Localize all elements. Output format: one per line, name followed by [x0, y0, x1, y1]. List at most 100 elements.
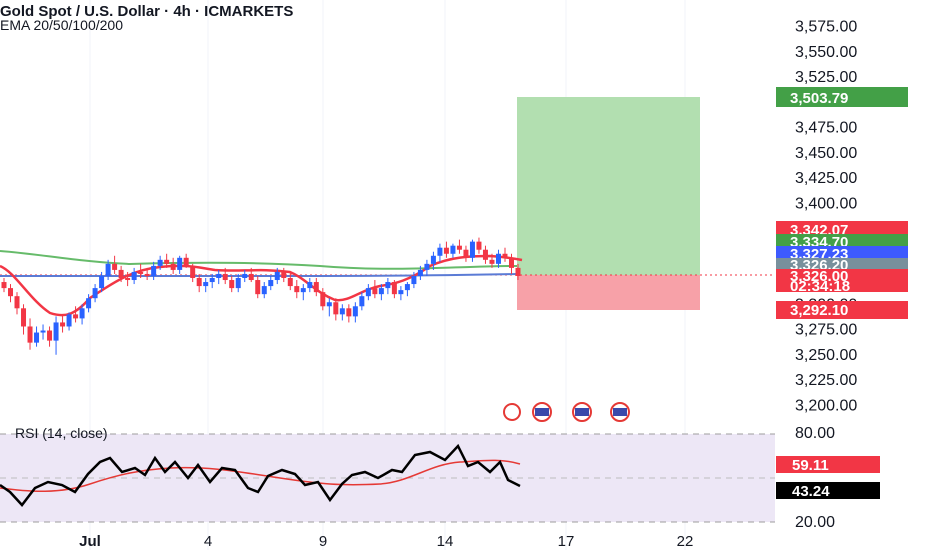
- time-tick: 9: [319, 533, 327, 550]
- candle-body[interactable]: [164, 259, 170, 264]
- price-tick: 3,425.00: [795, 170, 857, 187]
- candle-body[interactable]: [385, 282, 391, 289]
- event-flag-icon[interactable]: [503, 403, 521, 421]
- candle-body[interactable]: [450, 245, 456, 254]
- candle-body[interactable]: [372, 288, 378, 295]
- candle-body[interactable]: [313, 282, 319, 293]
- candle-body[interactable]: [326, 302, 332, 307]
- candle-body[interactable]: [359, 296, 365, 307]
- candle-body[interactable]: [105, 263, 111, 276]
- candle-body[interactable]: [66, 314, 72, 327]
- candle-body[interactable]: [261, 286, 267, 295]
- candle-body[interactable]: [60, 322, 66, 327]
- candle-body[interactable]: [463, 249, 469, 258]
- candle-body[interactable]: [248, 273, 254, 281]
- candle-body[interactable]: [294, 286, 300, 293]
- candle-body[interactable]: [125, 278, 131, 281]
- candle-body[interactable]: [391, 282, 397, 295]
- rsi-tick-20: 20.00: [795, 514, 835, 531]
- candle-body[interactable]: [151, 265, 157, 276]
- stop-zone[interactable]: [517, 275, 700, 310]
- candle-body[interactable]: [183, 257, 189, 266]
- candle-body[interactable]: [307, 282, 313, 289]
- candle-body[interactable]: [502, 253, 508, 258]
- candle-body[interactable]: [53, 322, 59, 341]
- candle-body[interactable]: [14, 296, 20, 309]
- candle-body[interactable]: [229, 280, 235, 289]
- candle-body[interactable]: [177, 257, 183, 270]
- candle-body[interactable]: [398, 290, 404, 295]
- candle-body[interactable]: [255, 280, 261, 295]
- candle-body[interactable]: [222, 273, 228, 281]
- event-icons[interactable]: [503, 402, 630, 422]
- candle-body[interactable]: [112, 263, 118, 270]
- event-flag-icon: [575, 408, 589, 416]
- candle-body[interactable]: [73, 314, 79, 319]
- candle-body[interactable]: [47, 330, 53, 341]
- candle-body[interactable]: [21, 308, 27, 327]
- candle-body[interactable]: [476, 241, 482, 250]
- time-axis[interactable]: Jul 4 9 14 17 22: [79, 533, 693, 550]
- candle-body[interactable]: [86, 298, 92, 309]
- candle-body[interactable]: [443, 247, 449, 254]
- candle-body[interactable]: [430, 255, 436, 264]
- time-tick: 17: [558, 533, 575, 550]
- candle-body[interactable]: [469, 241, 475, 258]
- candle-body[interactable]: [196, 278, 202, 287]
- svg-text:3,326.00: 3,326.00: [790, 268, 848, 285]
- candle-body[interactable]: [300, 288, 306, 293]
- candle-body[interactable]: [287, 278, 293, 287]
- candle-body[interactable]: [281, 271, 287, 278]
- candle-body[interactable]: [333, 302, 339, 315]
- candle-body[interactable]: [170, 263, 176, 270]
- candle-body[interactable]: [339, 308, 345, 315]
- candle-body[interactable]: [437, 247, 443, 256]
- candle-body[interactable]: [424, 263, 430, 270]
- candle-body[interactable]: [144, 273, 150, 276]
- candle-body[interactable]: [34, 332, 40, 343]
- candle-body[interactable]: [242, 273, 248, 278]
- chart-title: Gold Spot / U.S. Dollar · 4h · ICMARKETS: [0, 3, 293, 20]
- candle-body[interactable]: [157, 259, 163, 266]
- candle-body[interactable]: [515, 267, 521, 276]
- candle-body[interactable]: [320, 292, 326, 307]
- price-axis[interactable]: 3,575.00 3,550.00 3,525.00 3,475.00 3,450.00…: [795, 19, 857, 415]
- candle-body[interactable]: [411, 275, 417, 285]
- candle-body[interactable]: [508, 257, 514, 268]
- candle-body[interactable]: [365, 288, 371, 297]
- ema-slow-line: [0, 273, 518, 278]
- candle-body[interactable]: [118, 269, 124, 278]
- candle-body[interactable]: [489, 259, 495, 264]
- svg-text:43.24: 43.24: [792, 483, 830, 500]
- rsi-line: [0, 443, 521, 507]
- candle-body[interactable]: [190, 265, 196, 278]
- candle-body[interactable]: [79, 308, 85, 319]
- candle-body[interactable]: [27, 326, 33, 343]
- candle-body[interactable]: [378, 288, 384, 295]
- candle-body[interactable]: [138, 271, 144, 274]
- candle-body[interactable]: [274, 271, 280, 281]
- candle-body[interactable]: [216, 273, 222, 278]
- candle-body[interactable]: [1, 282, 7, 289]
- target-zone[interactable]: [517, 97, 700, 275]
- candle-body[interactable]: [417, 269, 423, 276]
- candle-body[interactable]: [40, 330, 46, 333]
- candle-body[interactable]: [404, 284, 410, 291]
- candle-body[interactable]: [352, 306, 358, 317]
- candle-body[interactable]: [99, 275, 105, 289]
- rsi-tick-80: 80.00: [795, 425, 835, 442]
- candle-body[interactable]: [235, 278, 241, 289]
- candle-body[interactable]: [92, 288, 98, 299]
- candle-body[interactable]: [346, 308, 352, 317]
- candle-body[interactable]: [203, 282, 209, 287]
- rsi-label: RSI (14, close): [15, 425, 108, 441]
- candle-body[interactable]: [482, 249, 488, 260]
- candle-body[interactable]: [456, 245, 462, 250]
- candle-body[interactable]: [131, 271, 137, 281]
- candle-body[interactable]: [209, 278, 215, 283]
- candle-body[interactable]: [495, 253, 501, 264]
- candle-body[interactable]: [268, 280, 274, 287]
- candle-body[interactable]: [8, 288, 14, 297]
